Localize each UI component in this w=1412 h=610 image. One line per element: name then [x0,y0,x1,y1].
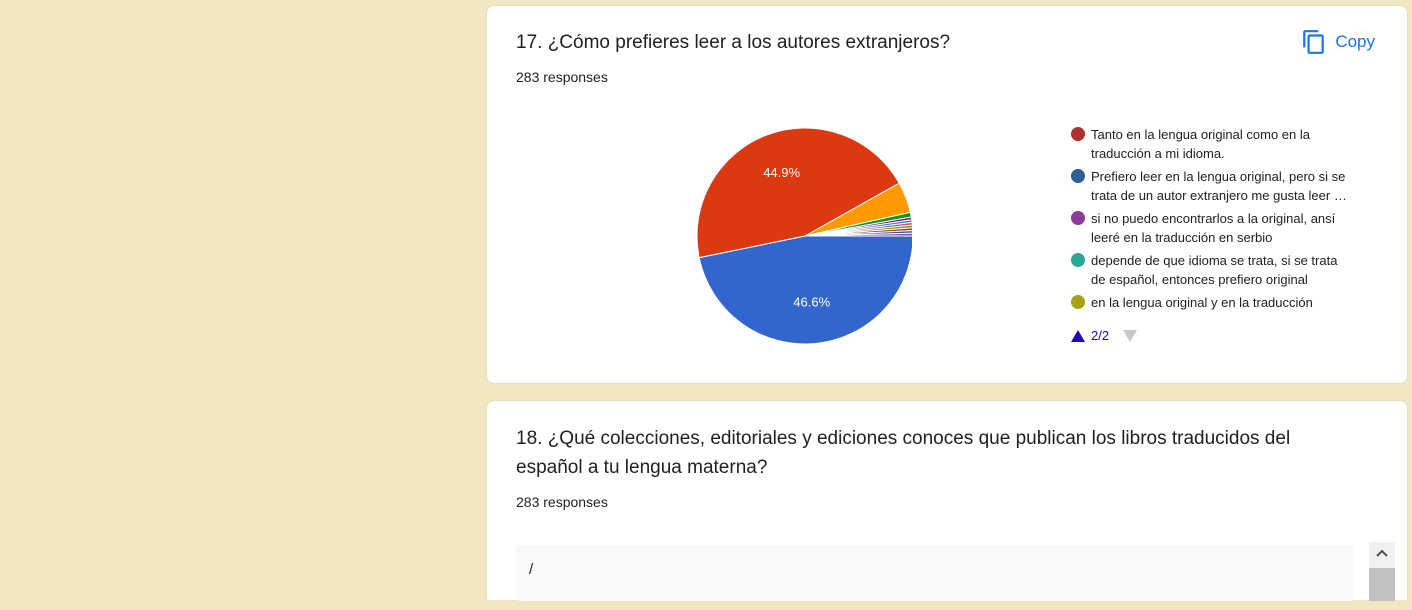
legend-label: Tanto en la lengua original como en la t… [1091,127,1310,161]
legend-swatch [1071,253,1085,267]
question-17-card: 17. ¿Cómo prefieres leer a los autores e… [486,5,1408,384]
pie-chart: 46.6% 44.9% [696,127,912,345]
question-18-card: 18. ¿Qué colecciones, editoriales y edic… [486,400,1408,601]
response-count: 283 responses [516,69,608,85]
legend-item[interactable]: Prefiero leer en la lengua original, per… [1071,167,1351,205]
chart-legend: Tanto en la lengua original como en la t… [1071,125,1351,316]
legend-swatch [1071,295,1085,309]
legend-pager: 2/2 [1071,328,1138,343]
pie-slice[interactable] [804,232,912,237]
legend-page-indicator: 2/2 [1091,328,1110,343]
legend-item[interactable]: en la lengua original y en la traducción [1071,293,1351,312]
legend-swatch [1071,211,1085,225]
pie-slice-label: 46.6% [793,295,830,310]
legend-item[interactable]: Tanto en la lengua original como en la t… [1071,125,1351,163]
pie-slice[interactable] [804,221,912,237]
copy-label: Copy [1335,32,1375,51]
legend-previous-page-icon[interactable] [1071,329,1085,342]
chevron-up-icon [1376,549,1388,557]
pie-slice[interactable] [804,230,912,237]
pie-slice[interactable] [804,224,912,237]
legend-label: Prefiero leer en la lengua original, per… [1091,169,1346,203]
response-text: / [529,561,534,578]
legend-label: depende de que idioma se trata, si se tr… [1091,253,1338,287]
question-title: 17. ¿Cómo prefieres leer a los autores e… [516,32,951,53]
responses-scrollbar[interactable] [1369,542,1395,601]
response-count: 283 responses [516,494,608,510]
scroll-up-button[interactable] [1369,542,1395,564]
pie-slice[interactable] [698,235,912,345]
legend-label: si no puedo encontrarlos a la original, … [1091,211,1336,245]
pie-slice[interactable] [696,127,900,259]
legend-item[interactable]: si no puedo encontrarlos a la original, … [1071,209,1351,247]
question-title: 18. ¿Qué colecciones, editoriales y edic… [516,428,1291,478]
pie-slice-label: 44.9% [763,165,800,180]
legend-next-page-icon [1123,329,1138,342]
scrollbar-thumb[interactable] [1369,568,1395,601]
response-item: / [516,545,1354,601]
legend-label: en la lengua original y en la traducción [1091,295,1313,310]
legend-swatch [1071,127,1085,141]
legend-item[interactable]: depende de que idioma se trata, si se tr… [1071,251,1351,289]
legend-swatch [1071,169,1085,183]
pie-slice[interactable] [804,219,912,237]
copy-chart-button[interactable]: Copy [1301,25,1375,59]
copy-icon [1303,30,1325,54]
